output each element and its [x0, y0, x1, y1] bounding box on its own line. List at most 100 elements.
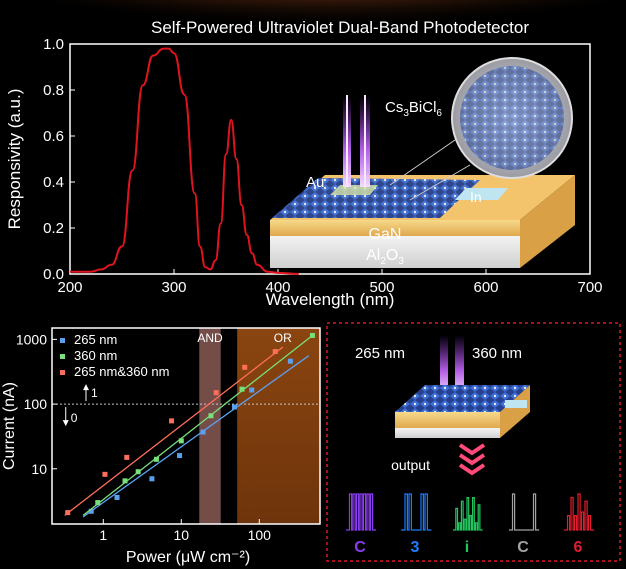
series-point [178, 438, 184, 444]
output-letter: C [517, 539, 529, 556]
and-region-label: AND [197, 331, 223, 345]
output-label: output [391, 457, 430, 473]
responsivity-x-tick-label: 200 [57, 279, 82, 296]
responsivity-y-tick-label: 0.2 [43, 220, 64, 237]
responsivity-y-tick-label: 0.4 [43, 174, 64, 191]
current-x-axis-label: Power (μW cm⁻²) [126, 549, 250, 566]
responsivity-x-tick-label: 700 [577, 279, 602, 296]
logic-device-front [395, 412, 500, 428]
substrate-label: Al2O3 [366, 247, 404, 267]
responsivity-chart: 200 300 400 500 600 700 0.0 0.2 0.4 0.6 0.8 1.0 Wav… [5, 36, 603, 309]
in-label: In [470, 189, 482, 205]
logic-beam-360 [455, 335, 464, 395]
current-y-axis-label: Current (nA) [1, 382, 18, 470]
logic-output-panel: 265 nm 360 nm output C 3 i C 6 [326, 322, 621, 562]
au-label: Au [306, 174, 324, 191]
device-illustration: Cs3BiCl6 Au In GaN Al2O3 [270, 57, 575, 268]
current-y-tick-label: 100 [24, 396, 48, 412]
responsivity-y-tick-label: 0.6 [43, 128, 64, 145]
au-electrode [330, 185, 378, 195]
series-fit-line [64, 346, 284, 516]
responsivity-y-axis-label: Responsivity (a.u.) [5, 89, 24, 230]
series-point [249, 387, 255, 393]
responsivity-curve [70, 47, 299, 275]
series-point [177, 453, 183, 459]
logic-label-360: 360 nm [472, 345, 522, 362]
material-label: Cs3BiCl6 [385, 99, 442, 119]
current-y-tick-label: 1000 [16, 331, 47, 347]
output-waveform [509, 493, 540, 531]
output-letter: 3 [411, 539, 420, 556]
series-point [287, 358, 293, 364]
or-region-label: OR [274, 331, 292, 345]
responsivity-plot-frame [69, 43, 591, 275]
series-point [200, 429, 206, 435]
substrate-side [270, 235, 520, 268]
series-point [114, 494, 120, 500]
logic-device-base [395, 428, 500, 438]
responsivity-x-axis-label: Wavelength (nm) [266, 290, 395, 309]
gan-label: GaN [369, 226, 402, 243]
series-point [124, 454, 130, 460]
logic-in-electrode [505, 400, 527, 408]
title-glow [0, 0, 626, 70]
legend-swatch [60, 370, 65, 375]
current-x-tick-label: 100 [248, 527, 272, 543]
responsivity-y-tick-label: 0.8 [43, 82, 64, 99]
perovskite-film [272, 178, 480, 218]
series-point [213, 390, 219, 396]
responsivity-x-tick-label: 600 [473, 279, 498, 296]
output-letter: C [354, 539, 366, 556]
gan-layer [270, 220, 520, 236]
gan-right [520, 175, 575, 268]
figure-title: Self-Powered Ultraviolet Dual-Band Photo… [151, 18, 529, 37]
series-point [65, 510, 71, 516]
series-point [272, 348, 278, 354]
current-plot-frame [51, 327, 321, 525]
series-point [239, 386, 245, 392]
crystal-zoom-lattice [460, 66, 564, 170]
uv-beam-core [346, 95, 348, 187]
legend-label: 360 nm [74, 348, 117, 363]
responsivity-x-tick-label: 400 [265, 279, 290, 296]
threshold-down-arrowhead [62, 420, 69, 427]
current-x-tick-label: 1 [99, 527, 107, 543]
series-fit-line [82, 334, 313, 516]
series-point [309, 332, 315, 338]
legend-label: 265 nm [74, 332, 117, 347]
output-letter: 6 [574, 539, 583, 556]
uv-beam-2-core [364, 95, 366, 187]
output-letter: i [465, 539, 469, 556]
logic-panel-frame [326, 322, 621, 562]
series-point [231, 404, 237, 410]
series-point [95, 500, 101, 506]
series-point [149, 476, 155, 482]
logic-device-top [395, 385, 530, 412]
output-waveform [453, 497, 483, 531]
current-x-tick-label: 10 [174, 527, 190, 543]
output-waveform [564, 493, 595, 531]
threshold-low-label: 0 [71, 411, 78, 425]
series-point [122, 478, 128, 484]
legend-swatch [60, 338, 65, 343]
series-point [153, 456, 159, 462]
output-waveform [401, 493, 432, 531]
series-point [242, 364, 248, 370]
threshold-up-arrowhead [82, 384, 89, 391]
or-region [237, 328, 320, 524]
legend-label: 265 nm&360 nm [74, 364, 169, 379]
zoom-guide-line-2 [409, 164, 471, 201]
zoom-guide-line [389, 139, 456, 186]
in-electrode [455, 188, 508, 200]
series-point [135, 469, 141, 475]
current-y-tick-label: 10 [31, 461, 47, 477]
output-arrows [458, 443, 486, 476]
responsivity-x-tick-label: 500 [369, 279, 394, 296]
output-waveform [346, 493, 377, 531]
logic-beam-265 [440, 335, 448, 395]
series-point [169, 418, 175, 424]
series-fit-line [82, 355, 310, 518]
responsivity-y-tick-label: 1.0 [43, 36, 64, 53]
